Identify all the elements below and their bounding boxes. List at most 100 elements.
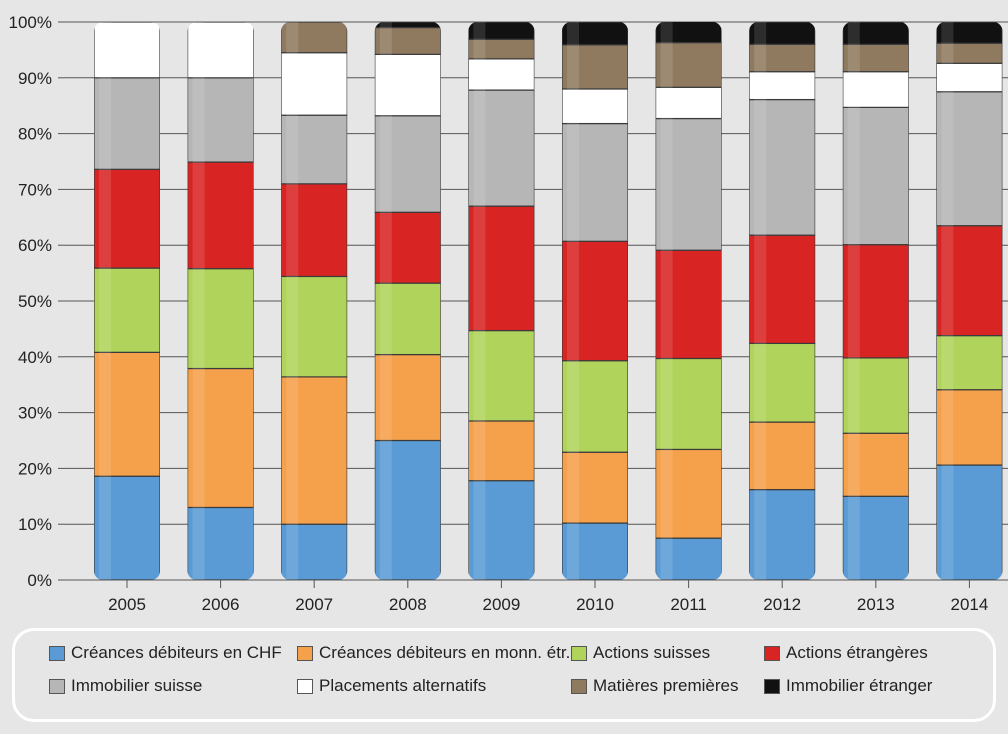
bar-segment: [468, 205, 535, 332]
x-tick-label: 2014: [950, 595, 988, 610]
bars: [94, 22, 1003, 580]
bar-highlight: [660, 22, 673, 580]
bar-highlight: [941, 22, 954, 580]
legend-item-creances-monn-etr: Créances débiteurs en monn. étr.: [297, 641, 571, 665]
bar-segment: [842, 432, 909, 497]
x-tick-label: 2007: [295, 595, 333, 610]
bar-segment: [374, 22, 441, 29]
bar-segment: [281, 376, 348, 525]
legend-swatch-icon: [571, 645, 587, 661]
legend-label: Matières premières: [593, 676, 739, 695]
bar-segment: [562, 122, 628, 242]
bar-highlight: [192, 22, 205, 580]
bar-segment: [374, 53, 441, 117]
bar-segment: [749, 234, 816, 345]
legend-swatch-icon: [49, 678, 65, 694]
x-tick-label: 2006: [202, 595, 240, 610]
legend-swatch-icon: [297, 645, 313, 661]
bar-segment: [936, 22, 1003, 44]
legend-label: Actions étrangères: [786, 643, 928, 662]
bar-segment: [187, 22, 254, 79]
bar-segment: [187, 367, 254, 509]
y-tick-label: 80%: [18, 125, 52, 144]
bar-segment: [749, 342, 816, 423]
bar-segment: [936, 389, 1003, 466]
bar-stack: [936, 22, 1003, 580]
bar-segment: [94, 168, 160, 269]
legend-item-actions-etrangeres: Actions étrangères: [764, 641, 1004, 665]
y-axis: 0% 10% 20% 30% 40% 50% 60% 70% 80% 90% 100%: [9, 13, 64, 590]
bar-segment: [468, 420, 535, 482]
bar-segment: [842, 357, 909, 434]
legend-item-actions-suisses: Actions suisses: [571, 641, 764, 665]
legend-label: Créances débiteurs en CHF: [71, 643, 282, 662]
bar-segment: [749, 71, 816, 101]
bar-segment: [468, 329, 535, 422]
bar-stack: [749, 22, 816, 580]
bar-segment: [749, 22, 816, 45]
bar-segment: [374, 439, 441, 580]
bar-segment: [842, 244, 909, 359]
legend-label: Placements alternatifs: [319, 676, 487, 695]
y-tick-label: 100%: [9, 13, 52, 32]
legend-item-placements-alternatifs: Placements alternatifs: [297, 674, 571, 698]
bar-segment: [936, 464, 1003, 580]
x-tick-label: 2010: [576, 595, 614, 610]
bar-stack: [842, 22, 909, 580]
bar-segment: [655, 22, 722, 44]
bar-highlight: [286, 22, 299, 580]
x-tick-label: 2008: [389, 595, 427, 610]
bar-segment: [281, 52, 348, 116]
bar-segment: [936, 225, 1003, 337]
bar-segment: [655, 249, 722, 360]
bar-segment: [842, 106, 909, 246]
bar-stack: [655, 22, 722, 580]
bar-segment: [562, 451, 628, 524]
bar-segment: [281, 114, 348, 185]
legend-label: Actions suisses: [593, 643, 711, 662]
legend-label: Immobilier étranger: [786, 676, 933, 695]
y-tick-label: 70%: [18, 180, 52, 199]
bar-segment: [655, 42, 722, 88]
bar-stack: [374, 22, 441, 580]
bar-segment: [749, 421, 816, 491]
bar-segment: [374, 211, 441, 284]
bar-segment: [374, 353, 441, 442]
legend-item-immobilier-suisse: Immobilier suisse: [49, 674, 297, 698]
legend-item-creances-chf: Créances débiteurs en CHF: [49, 641, 297, 665]
y-tick-label: 30%: [18, 404, 52, 423]
y-tick-label: 90%: [18, 69, 52, 88]
x-tick-label: 2011: [670, 595, 707, 610]
bar-segment: [655, 86, 722, 120]
bar-stack: [562, 22, 628, 580]
bar-segment: [94, 267, 160, 353]
y-tick-label: 60%: [18, 236, 52, 255]
y-tick-label: 20%: [18, 459, 52, 478]
x-tick-label: 2009: [482, 595, 520, 610]
legend-label: Créances débiteurs en monn. étr.: [319, 643, 571, 662]
y-tick-label: 10%: [18, 515, 52, 534]
stacked-bar-chart: 0% 10% 20% 30% 40% 50% 60% 70% 80% 90% 100% 2005 200…: [9, 13, 1008, 614]
legend: Créances débiteurs en CHF Créances débit…: [12, 628, 996, 722]
bar-segment: [94, 22, 160, 79]
bar-segment: [749, 489, 816, 580]
bar-segment: [562, 22, 628, 46]
bar-segment: [281, 22, 348, 54]
legend-swatch-icon: [764, 678, 780, 694]
x-axis: 2005 2006 2007 2008 2009 2010 2011 2012 2013 2014: [108, 580, 988, 614]
bar-highlight: [473, 22, 486, 580]
bar-segment: [936, 334, 1003, 391]
bar-segment: [562, 44, 628, 90]
bar-segment: [94, 351, 160, 477]
legend-swatch-icon: [571, 678, 587, 694]
bar-segment: [562, 360, 628, 453]
y-tick-label: 40%: [18, 348, 52, 367]
x-tick-label: 2012: [763, 595, 801, 610]
bar-highlight: [754, 22, 767, 580]
y-tick-label: 50%: [18, 292, 52, 311]
bar-segment: [281, 183, 348, 278]
legend-swatch-icon: [297, 678, 313, 694]
legend-item-matieres-premieres: Matières premières: [571, 674, 764, 698]
bar-segment: [187, 268, 254, 370]
chart-svg: 0%10%20%30%40%50%60%70%80%90%100%2005 200…: [9, 13, 1008, 614]
